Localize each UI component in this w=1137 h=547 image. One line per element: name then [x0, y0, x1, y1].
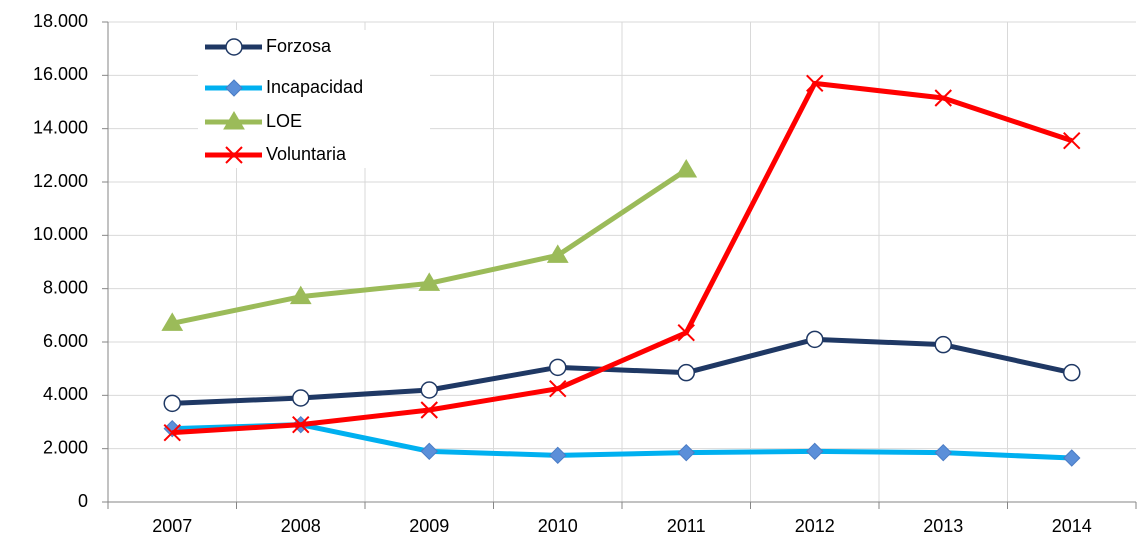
- marker: [418, 272, 441, 291]
- x-tick-label: 2008: [281, 516, 321, 536]
- y-tick-label: 0: [78, 491, 88, 511]
- series-line: [172, 422, 1072, 461]
- marker: [292, 389, 310, 407]
- marker: [546, 244, 569, 263]
- x-tick-label: 2010: [538, 516, 578, 536]
- marker: [934, 89, 952, 107]
- marker: [1063, 131, 1081, 150]
- marker: [934, 335, 952, 354]
- marker: [549, 379, 567, 398]
- marker: [420, 381, 438, 399]
- y-tick-label: 16.000: [33, 64, 88, 84]
- marker: [163, 423, 181, 442]
- series-line: [172, 80, 1073, 436]
- x-tick-label: 2014: [1052, 516, 1092, 536]
- legend-label: Incapacidad: [266, 77, 363, 97]
- x-tick-label: 2007: [152, 516, 192, 536]
- marker: [549, 446, 567, 465]
- marker: [549, 358, 567, 377]
- x-tick-label: 2009: [409, 516, 449, 536]
- marker: [225, 38, 243, 56]
- marker: [934, 443, 952, 462]
- x-tick-label: 2012: [795, 516, 835, 536]
- x-tick-label: 2011: [667, 516, 706, 536]
- marker: [225, 146, 243, 164]
- legend-label: Voluntaria: [266, 144, 347, 164]
- marker: [163, 394, 181, 413]
- marker: [677, 323, 695, 342]
- marker: [225, 79, 243, 97]
- series-line: [172, 336, 1073, 406]
- y-tick-label: 4.000: [43, 384, 88, 404]
- legend-label: Forzosa: [266, 36, 332, 56]
- marker: [806, 442, 824, 461]
- marker: [161, 312, 184, 331]
- y-tick-label: 8.000: [43, 277, 88, 297]
- marker: [292, 415, 310, 434]
- y-tick-label: 14.000: [33, 117, 88, 137]
- y-tick-label: 2.000: [43, 437, 88, 457]
- y-tick-label: 12.000: [33, 171, 88, 191]
- marker: [677, 363, 695, 382]
- x-tick-label: 2013: [923, 516, 963, 536]
- marker: [806, 74, 824, 93]
- marker: [677, 443, 695, 462]
- marker: [675, 159, 698, 178]
- marker: [420, 401, 438, 419]
- marker: [289, 285, 312, 305]
- marker: [420, 442, 438, 461]
- marker: [223, 111, 245, 130]
- legend-label: LOE: [266, 111, 302, 131]
- marker: [1063, 449, 1081, 467]
- marker: [1063, 363, 1081, 382]
- y-tick-label: 10.000: [33, 224, 88, 244]
- y-tick-label: 6.000: [43, 331, 88, 351]
- marker: [806, 330, 824, 349]
- y-tick-label: 18.000: [33, 11, 88, 31]
- series-line: [171, 167, 688, 326]
